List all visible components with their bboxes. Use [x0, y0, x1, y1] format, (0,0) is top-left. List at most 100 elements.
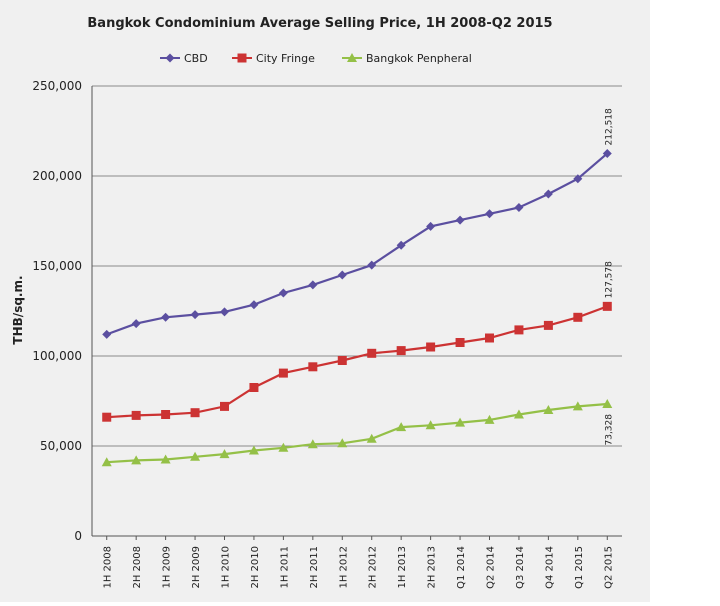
- data-label: 73,328: [604, 414, 614, 446]
- data-point: [101, 457, 112, 467]
- data-point: [425, 420, 436, 430]
- legend-label: CBD: [184, 52, 208, 65]
- data-point: [543, 320, 553, 330]
- data-point: [131, 319, 141, 329]
- data-point: [161, 312, 171, 322]
- data-point: [602, 301, 612, 311]
- x-tick-label: 1H 2013: [397, 546, 408, 589]
- page-margin: [650, 0, 720, 602]
- data-point: [455, 417, 466, 427]
- y-tick-label: 250,000: [32, 79, 82, 93]
- data-point: [366, 433, 377, 443]
- data-point: [220, 401, 229, 411]
- y-tick-label: 100,000: [32, 349, 82, 363]
- x-tick-label: Q4 2014: [544, 546, 555, 589]
- data-point: [278, 368, 288, 378]
- chart-frame: Bangkok Condominium Average Selling Pric…: [0, 0, 650, 602]
- chart-title: Bangkok Condominium Average Selling Pric…: [87, 16, 552, 31]
- data-point: [514, 325, 524, 335]
- data-point: [426, 221, 436, 231]
- data-point: [485, 209, 494, 219]
- data-point: [573, 312, 583, 322]
- data-point: [484, 414, 495, 424]
- data-point: [455, 215, 465, 225]
- data-label: 212,518: [604, 108, 614, 145]
- x-tick-label: 2H 2009: [191, 546, 202, 589]
- y-tick-label: 0: [74, 529, 82, 543]
- data-point: [455, 338, 465, 347]
- data-point: [367, 348, 377, 358]
- x-axis-ticks: 1H 2008 2H 2008 1H 2009 2H 2009 1H 2010 2H 20…: [103, 536, 614, 589]
- x-tick-label: Q1 2014: [456, 546, 467, 589]
- x-tick-label: Q2 2015: [603, 546, 614, 589]
- axes: [91, 86, 622, 537]
- x-tick-label: Q2 2014: [486, 546, 497, 589]
- data-point: [513, 409, 524, 419]
- x-tick-label: 1H 2011: [279, 546, 290, 589]
- data-point: [367, 260, 377, 270]
- data-point: [308, 280, 318, 290]
- data-point: [572, 401, 583, 411]
- data-point: [131, 410, 141, 420]
- legend-marker: [165, 53, 175, 63]
- series-group: [101, 148, 613, 467]
- data-point: [337, 356, 347, 365]
- x-tick-label: Q1 2015: [574, 546, 585, 589]
- gridlines: [92, 85, 622, 447]
- y-axis-label: THB/sq.m.: [11, 275, 25, 344]
- legend-label: City Fringe: [256, 52, 315, 65]
- series-line: [106, 402, 608, 464]
- x-tick-label: 1H 2012: [338, 546, 349, 589]
- legend-marker: [347, 53, 357, 62]
- x-tick-label: 2H 2010: [250, 546, 261, 589]
- legend: CBD City Fringe Bangkok Penpheral: [160, 52, 472, 65]
- data-point: [543, 189, 553, 199]
- x-tick-label: Q3 2014: [515, 546, 526, 589]
- data-point: [337, 270, 347, 280]
- data-point: [308, 362, 318, 372]
- data-point: [131, 455, 142, 465]
- x-tick-label: 1H 2008: [103, 546, 114, 589]
- y-axis-ticks: 0 50,000 100,000 150,000 200,000 250,000: [32, 79, 82, 543]
- data-point: [161, 410, 171, 419]
- series-line: [106, 305, 608, 419]
- data-point: [278, 288, 288, 298]
- data-point: [190, 310, 200, 320]
- y-tick-label: 200,000: [32, 169, 82, 183]
- data-point: [220, 307, 229, 317]
- data-point: [160, 454, 171, 464]
- legend-label: Bangkok Penpheral: [366, 52, 472, 65]
- data-labels: 212,518 127,578 73,328: [604, 108, 614, 446]
- data-point: [426, 342, 436, 352]
- data-point: [248, 445, 259, 455]
- x-tick-label: 2H 2013: [427, 546, 438, 589]
- y-tick-label: 150,000: [32, 259, 82, 273]
- y-tick-label: 50,000: [40, 439, 82, 453]
- data-point: [190, 408, 200, 418]
- data-point: [249, 383, 259, 392]
- data-point: [602, 399, 613, 409]
- series-line: [106, 152, 608, 336]
- data-point: [337, 438, 348, 448]
- data-point: [278, 442, 289, 452]
- data-point: [307, 439, 318, 449]
- data-point: [190, 451, 201, 461]
- line-chart: Bangkok Condominium Average Selling Pric…: [11, 16, 622, 589]
- x-tick-label: 2H 2008: [132, 546, 143, 589]
- data-point: [219, 449, 230, 459]
- data-point: [573, 174, 583, 184]
- x-tick-label: 2H 2011: [309, 546, 320, 589]
- data-point: [485, 333, 494, 343]
- x-tick-label: 2H 2012: [368, 546, 379, 589]
- data-point: [249, 300, 259, 310]
- data-point: [543, 405, 554, 414]
- data-point: [102, 329, 112, 339]
- data-point: [396, 346, 406, 356]
- data-label: 127,578: [604, 261, 614, 298]
- legend-marker: [237, 53, 247, 63]
- data-point: [102, 412, 112, 422]
- x-tick-label: 1H 2010: [221, 546, 232, 589]
- data-point: [396, 240, 406, 250]
- data-point: [602, 148, 612, 158]
- x-tick-label: 1H 2009: [162, 546, 173, 589]
